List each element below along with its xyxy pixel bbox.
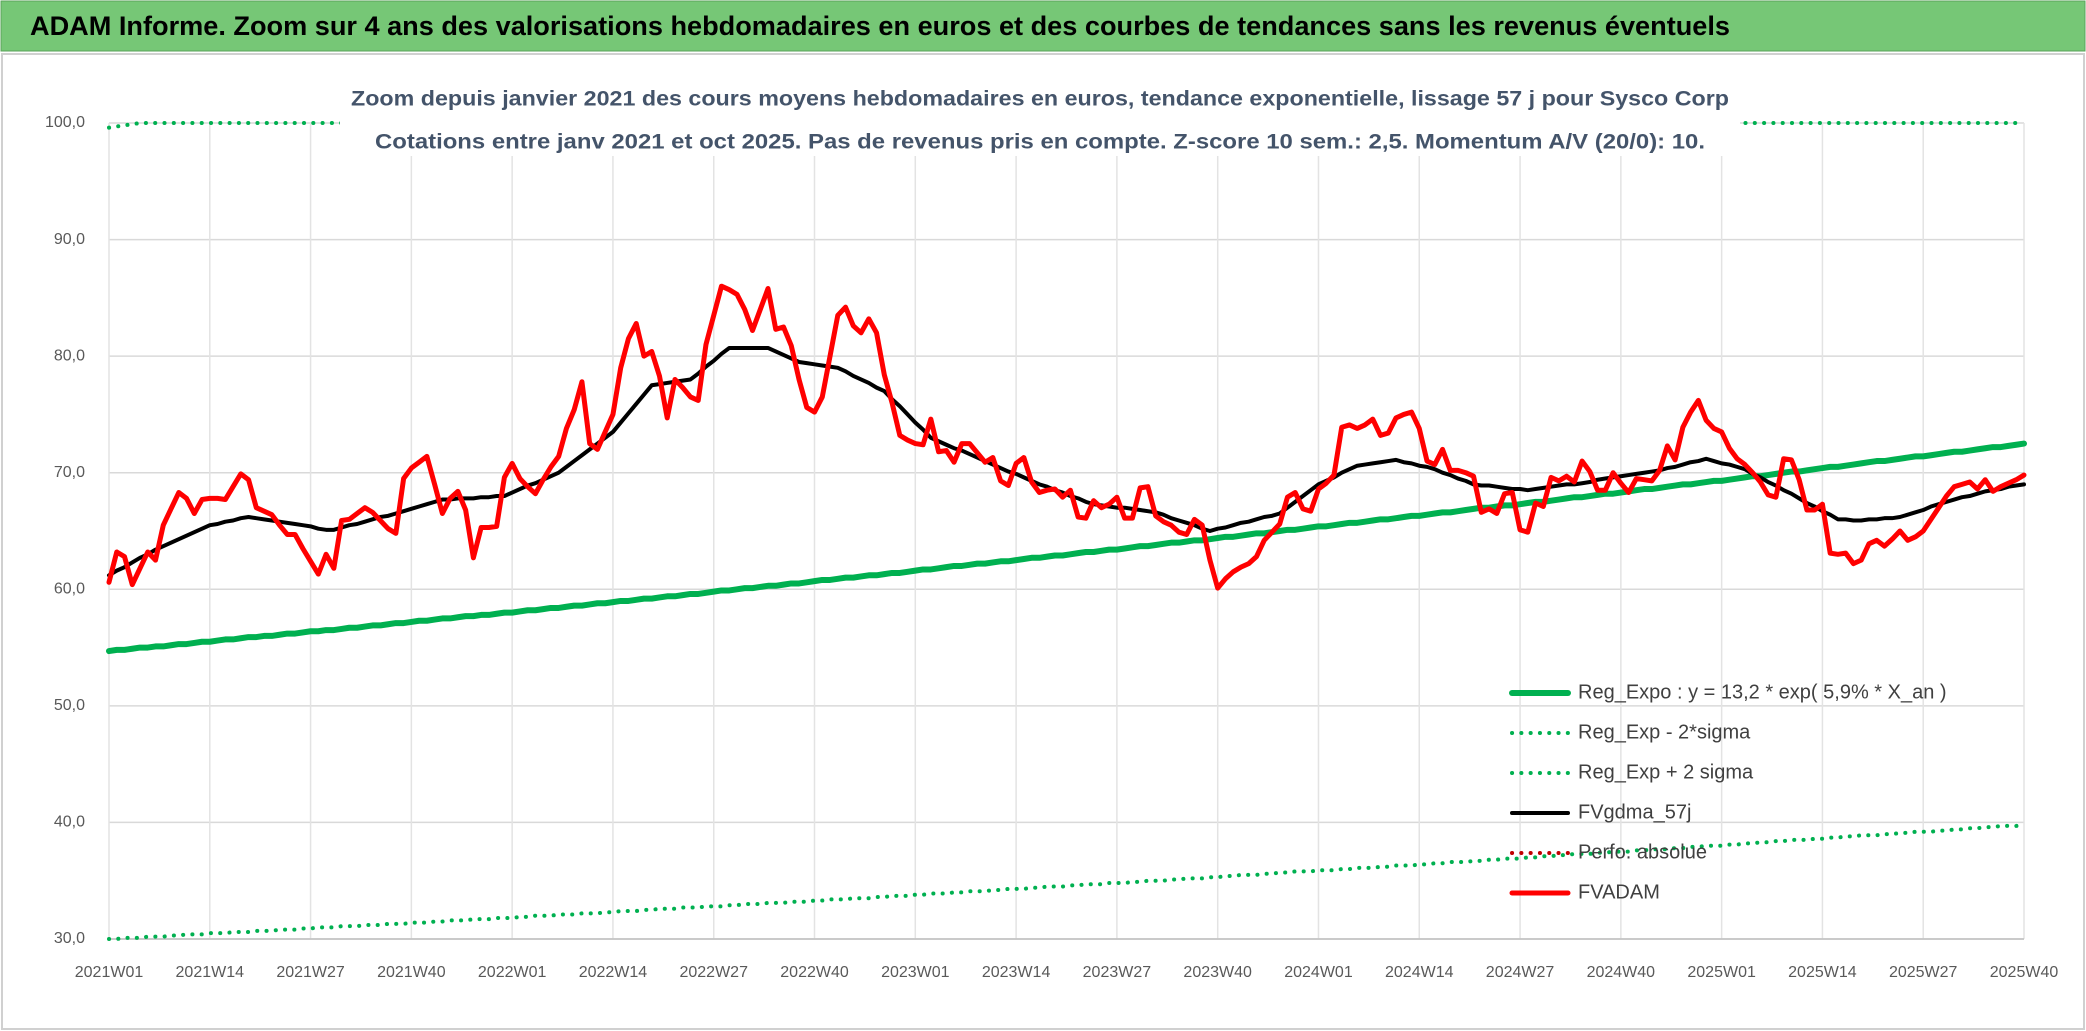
x-tick-label: 2024W27 <box>1486 964 1555 981</box>
x-tick-label: 2025W14 <box>1788 964 1857 981</box>
legend-label: Reg_Exp - 2*sigma <box>1578 721 1751 743</box>
x-tick-label: 2021W27 <box>276 964 345 981</box>
x-tick-label: 2024W40 <box>1587 964 1656 981</box>
x-tick-label: 2025W27 <box>1889 964 1958 981</box>
x-tick-label: 2024W01 <box>1284 964 1353 981</box>
legend-label: Reg_Expo : y = 13,2 * exp( 5,9% * X_an ) <box>1578 681 1947 703</box>
x-tick-label: 2021W01 <box>75 964 144 981</box>
legend-label: Reg_Exp + 2 sigma <box>1578 761 1754 783</box>
legend-label: FVgdma_57j <box>1578 801 1691 823</box>
series-line <box>106 440 2027 655</box>
x-tick-label: 2023W27 <box>1083 964 1152 981</box>
y-tick-label: 40,0 <box>54 814 85 831</box>
x-tick-label: 2025W01 <box>1687 964 1756 981</box>
x-tick-label: 2022W40 <box>780 964 849 981</box>
x-tick-label: 2024W14 <box>1385 964 1454 981</box>
x-tick-label: 2022W01 <box>478 964 547 981</box>
y-tick-label: 100,0 <box>45 114 85 131</box>
plot-area: 30,0 40,0 50,0 60,0 70,0 80,0 90,0 100,0 2021W01… <box>45 114 2059 981</box>
x-tick-label: 2023W14 <box>982 964 1051 981</box>
x-tick-label: 2021W14 <box>176 964 245 981</box>
legend-label: FVADAM <box>1578 881 1660 903</box>
chart-frame <box>1 53 2085 1030</box>
legend-label: Perfo. absolue <box>1578 841 1707 863</box>
x-tick-label: 2023W01 <box>881 964 950 981</box>
x-tick-label: 2022W27 <box>679 964 748 981</box>
title-backdrop <box>340 80 1740 156</box>
y-tick-label: 80,0 <box>54 347 85 364</box>
y-tick-label: 50,0 <box>54 697 85 714</box>
chart-title: Zoom depuis janvier 2021 des cours moyen… <box>351 88 1729 111</box>
y-tick-label: 60,0 <box>54 581 85 598</box>
x-tick-label: 2021W40 <box>377 964 446 981</box>
header-bar <box>0 0 2086 52</box>
y-tick-label: 70,0 <box>54 464 85 481</box>
x-tick-label: 2023W40 <box>1183 964 1252 981</box>
legend: Reg_Expo : y = 13,2 * exp( 5,9% * X_an )… <box>1509 681 1947 903</box>
x-tick-label: 2022W14 <box>579 964 648 981</box>
y-tick-label: 30,0 <box>54 930 85 947</box>
x-tick-label: 2025W40 <box>1990 964 2059 981</box>
series-line <box>106 283 2027 591</box>
y-tick-label: 90,0 <box>54 231 85 248</box>
header-title: ADAM Informe. Zoom sur 4 ans des valoris… <box>30 11 1730 41</box>
chart-subtitle: Cotations entre janv 2021 et oct 2025. P… <box>375 131 1705 154</box>
